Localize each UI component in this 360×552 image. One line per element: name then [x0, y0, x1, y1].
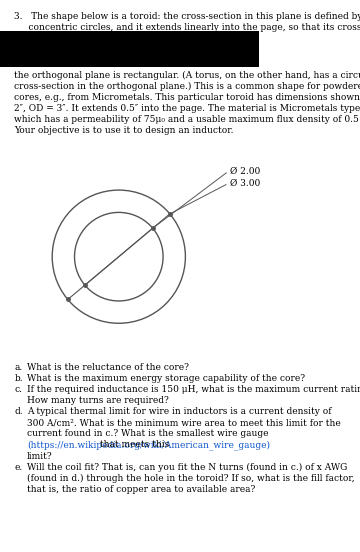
Text: How many turns are required?: How many turns are required?: [27, 396, 169, 405]
Text: current found in c.? What is the smallest wire gauge: current found in c.? What is the smalles…: [27, 429, 269, 438]
Text: the orthogonal plane is rectangular. (A torus, on the other hand, has a circular: the orthogonal plane is rectangular. (A …: [14, 71, 360, 80]
Text: 3.   The shape below is a toroid: the cross-section in this plane is defined by : 3. The shape below is a toroid: the cros…: [14, 12, 360, 21]
Text: c.: c.: [14, 385, 22, 394]
Text: A typical thermal limit for wire in inductors is a current density of: A typical thermal limit for wire in indu…: [27, 407, 332, 416]
Text: Ø 2.00: Ø 2.00: [230, 167, 261, 176]
Text: limit?: limit?: [27, 452, 53, 460]
Bar: [0, 31, 259, 67]
Text: Will the coil fit? That is, can you fit the N turns (found in c.) of x AWG: Will the coil fit? That is, can you fit …: [27, 463, 347, 472]
Text: 2″, OD = 3″. It extends 0.5″ into the page. The material is Micrometals type 26,: 2″, OD = 3″. It extends 0.5″ into the pa…: [14, 104, 360, 113]
Text: 300 A/cm². What is the minimum wire area to meet this limit for the: 300 A/cm². What is the minimum wire area…: [27, 418, 341, 427]
Text: e.: e.: [14, 463, 23, 471]
Text: a.: a.: [14, 363, 23, 372]
Text: (found in d.) through the hole in the toroid? If so, what is the fill factor,: (found in d.) through the hole in the to…: [27, 474, 355, 483]
Text: that is, the ratio of copper area to available area?: that is, the ratio of copper area to ava…: [27, 485, 255, 493]
Text: What is the reluctance of the core?: What is the reluctance of the core?: [27, 363, 189, 372]
Text: that meets this: that meets this: [97, 440, 169, 449]
Text: Ø 3.00: Ø 3.00: [230, 179, 261, 188]
Text: b.: b.: [14, 374, 23, 383]
Text: d.: d.: [14, 407, 23, 416]
Text: If the required inductance is 150 μH, what is the maximum current rating?: If the required inductance is 150 μH, wh…: [27, 385, 360, 394]
Text: concentric circles, and it extends linearly into the page, so that its cross-sec: concentric circles, and it extends linea…: [14, 23, 360, 32]
Text: Your objective is to use it to design an inductor.: Your objective is to use it to design an…: [14, 126, 234, 135]
Text: (https://en.wikipedia.org/wiki/American_wire_gauge): (https://en.wikipedia.org/wiki/American_…: [27, 440, 270, 450]
Text: What is the maximum energy storage capability of the core?: What is the maximum energy storage capab…: [27, 374, 305, 383]
Text: cross-section in the orthogonal plane.) This is a common shape for powdered-iron: cross-section in the orthogonal plane.) …: [14, 82, 360, 91]
Text: cores, e.g., from Micrometals. This particular toroid has dimensions shown: ID =: cores, e.g., from Micrometals. This part…: [14, 93, 360, 102]
Text: which has a permeability of 75μ₀ and a usable maximum flux density of 0.5 T.: which has a permeability of 75μ₀ and a u…: [14, 115, 360, 124]
